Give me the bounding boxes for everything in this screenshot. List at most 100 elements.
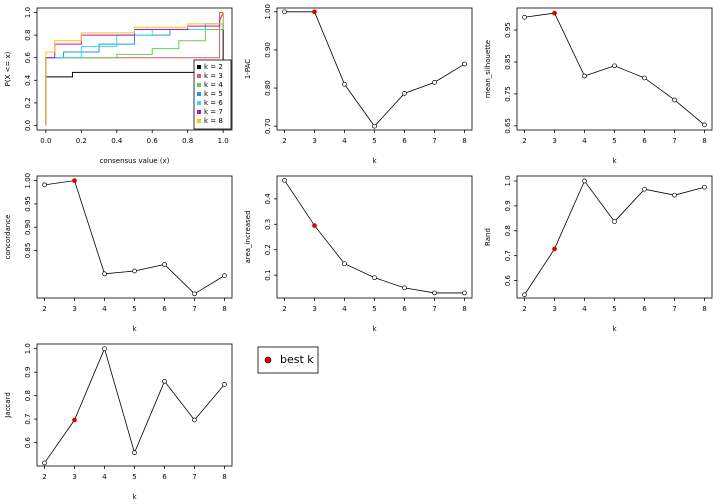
- point: [672, 192, 677, 198]
- point: [612, 63, 617, 69]
- point: [402, 91, 407, 96]
- x-axis-label: k: [132, 493, 137, 501]
- point: [162, 262, 167, 267]
- x-tick-label: 6: [162, 473, 167, 481]
- point: [162, 378, 167, 384]
- x-tick-label: 7: [192, 305, 196, 313]
- best-k-point: [72, 417, 77, 423]
- plot-frame: [36, 175, 233, 299]
- y-tick-label: 0.1: [264, 270, 272, 281]
- x-tick-label: 7: [672, 137, 676, 145]
- point: [642, 186, 647, 192]
- y-tick-label: 0.95: [24, 196, 32, 212]
- x-tick-label: 5: [612, 305, 616, 313]
- x-tick-label: 8: [222, 305, 226, 313]
- x-tick-label: 2: [42, 473, 46, 481]
- x-tick-label: 6: [162, 305, 167, 313]
- x-axis-label: k: [372, 157, 377, 165]
- plot-frame: [516, 175, 713, 299]
- point: [372, 123, 377, 129]
- x-axis-label: k: [372, 325, 377, 333]
- y-tick-label: 0.80: [264, 80, 272, 96]
- x-tick-label: 6: [642, 137, 647, 145]
- y-tick-label: 0.85: [24, 243, 32, 259]
- x-tick-label: 6: [402, 137, 407, 145]
- point: [702, 122, 707, 128]
- line: [524, 12, 705, 126]
- line: [44, 347, 225, 464]
- x-tick-label: 3: [72, 305, 76, 313]
- x-tick-label: 6: [402, 305, 407, 313]
- best-k-point: [72, 178, 77, 184]
- y-tick-label: 0.9: [24, 367, 32, 378]
- point: [282, 9, 287, 15]
- x-tick-label: 4: [342, 305, 347, 313]
- point: [192, 291, 197, 297]
- x-tick-label: 8: [702, 137, 706, 145]
- ecdf-line: [45, 12, 224, 126]
- point: [432, 290, 437, 296]
- x-tick-label: 4: [102, 305, 107, 313]
- point: [132, 450, 137, 455]
- y-tick-label: 0.2: [264, 244, 272, 255]
- panel: 2 3 4 5 6 7 8 0.1 0.2 0.3 0.4 k area_increased: [244, 175, 473, 333]
- x-tick-label: 3: [552, 305, 556, 313]
- x-tick-label: 5: [132, 473, 136, 481]
- y-tick-label: 0.8: [24, 390, 32, 401]
- x-axis-label: k: [132, 325, 137, 333]
- point: [282, 177, 287, 183]
- y-tick-label: 0.7: [24, 414, 32, 425]
- x-tick-label: 4: [342, 137, 347, 145]
- panel: 0.0 0.2 0.4 0.6 0.8 1.0 0.0 0.2 0.4 0.6 0.8 1.0 cons…: [4, 7, 233, 165]
- y-tick-label: 0.6: [24, 52, 32, 64]
- y-tick-label: 1.0: [24, 7, 32, 18]
- point: [462, 61, 467, 67]
- x-tick-label: 2: [522, 137, 526, 145]
- point: [222, 382, 227, 387]
- point: [342, 261, 347, 267]
- legend-swatch: [197, 101, 201, 105]
- point: [522, 14, 527, 20]
- point: [612, 219, 617, 224]
- y-axis-label: 1-PAC: [244, 59, 252, 79]
- point: [342, 81, 347, 87]
- x-tick-label: 0.0: [40, 137, 51, 145]
- x-tick-label: 4: [582, 305, 587, 313]
- point: [672, 97, 677, 103]
- point: [642, 75, 647, 81]
- legend-marker: [264, 356, 272, 364]
- y-tick-label: 0.90: [24, 219, 32, 235]
- point: [702, 184, 707, 190]
- x-axis-label: k: [612, 157, 617, 165]
- x-tick-label: 3: [72, 473, 76, 481]
- ecdf-line: [45, 12, 224, 126]
- legend-swatch: [197, 83, 201, 87]
- x-tick-label: 5: [372, 305, 376, 313]
- point: [402, 285, 407, 291]
- best-k-point: [312, 223, 317, 228]
- point: [102, 346, 107, 352]
- y-tick-label: 0.7: [504, 250, 512, 261]
- x-tick-label: 3: [552, 137, 556, 145]
- legend-label: k = 3: [204, 72, 223, 80]
- y-tick-label: 0.6: [504, 274, 512, 286]
- x-tick-label: 0.6: [147, 137, 159, 145]
- panel: 2 3 4 5 6 7 8 0.70 0.80 0.90 1.00 k 1-PAC: [244, 4, 473, 165]
- plot-frame: [36, 7, 233, 131]
- x-tick-label: 8: [222, 473, 226, 481]
- y-tick-label: 0.90: [264, 42, 272, 58]
- legend-label: k = 8: [204, 117, 223, 125]
- legend-swatch: [197, 92, 201, 96]
- x-tick-label: 3: [312, 305, 316, 313]
- y-tick-label: 0.3: [264, 219, 272, 230]
- legend-label: k = 6: [204, 99, 223, 107]
- x-tick-label: 0.4: [111, 137, 123, 145]
- line: [284, 11, 465, 127]
- x-tick-label: 1.0: [218, 137, 229, 145]
- x-tick-label: 0.2: [76, 137, 87, 145]
- x-tick-label: 7: [672, 305, 676, 313]
- y-tick-label: 0.9: [504, 200, 512, 211]
- panel: 2 3 4 5 6 7 8 0.85 0.90 0.95 1.00 k concordance: [4, 173, 233, 333]
- best-k-point: [312, 9, 317, 15]
- y-tick-label: 0.85: [504, 54, 512, 70]
